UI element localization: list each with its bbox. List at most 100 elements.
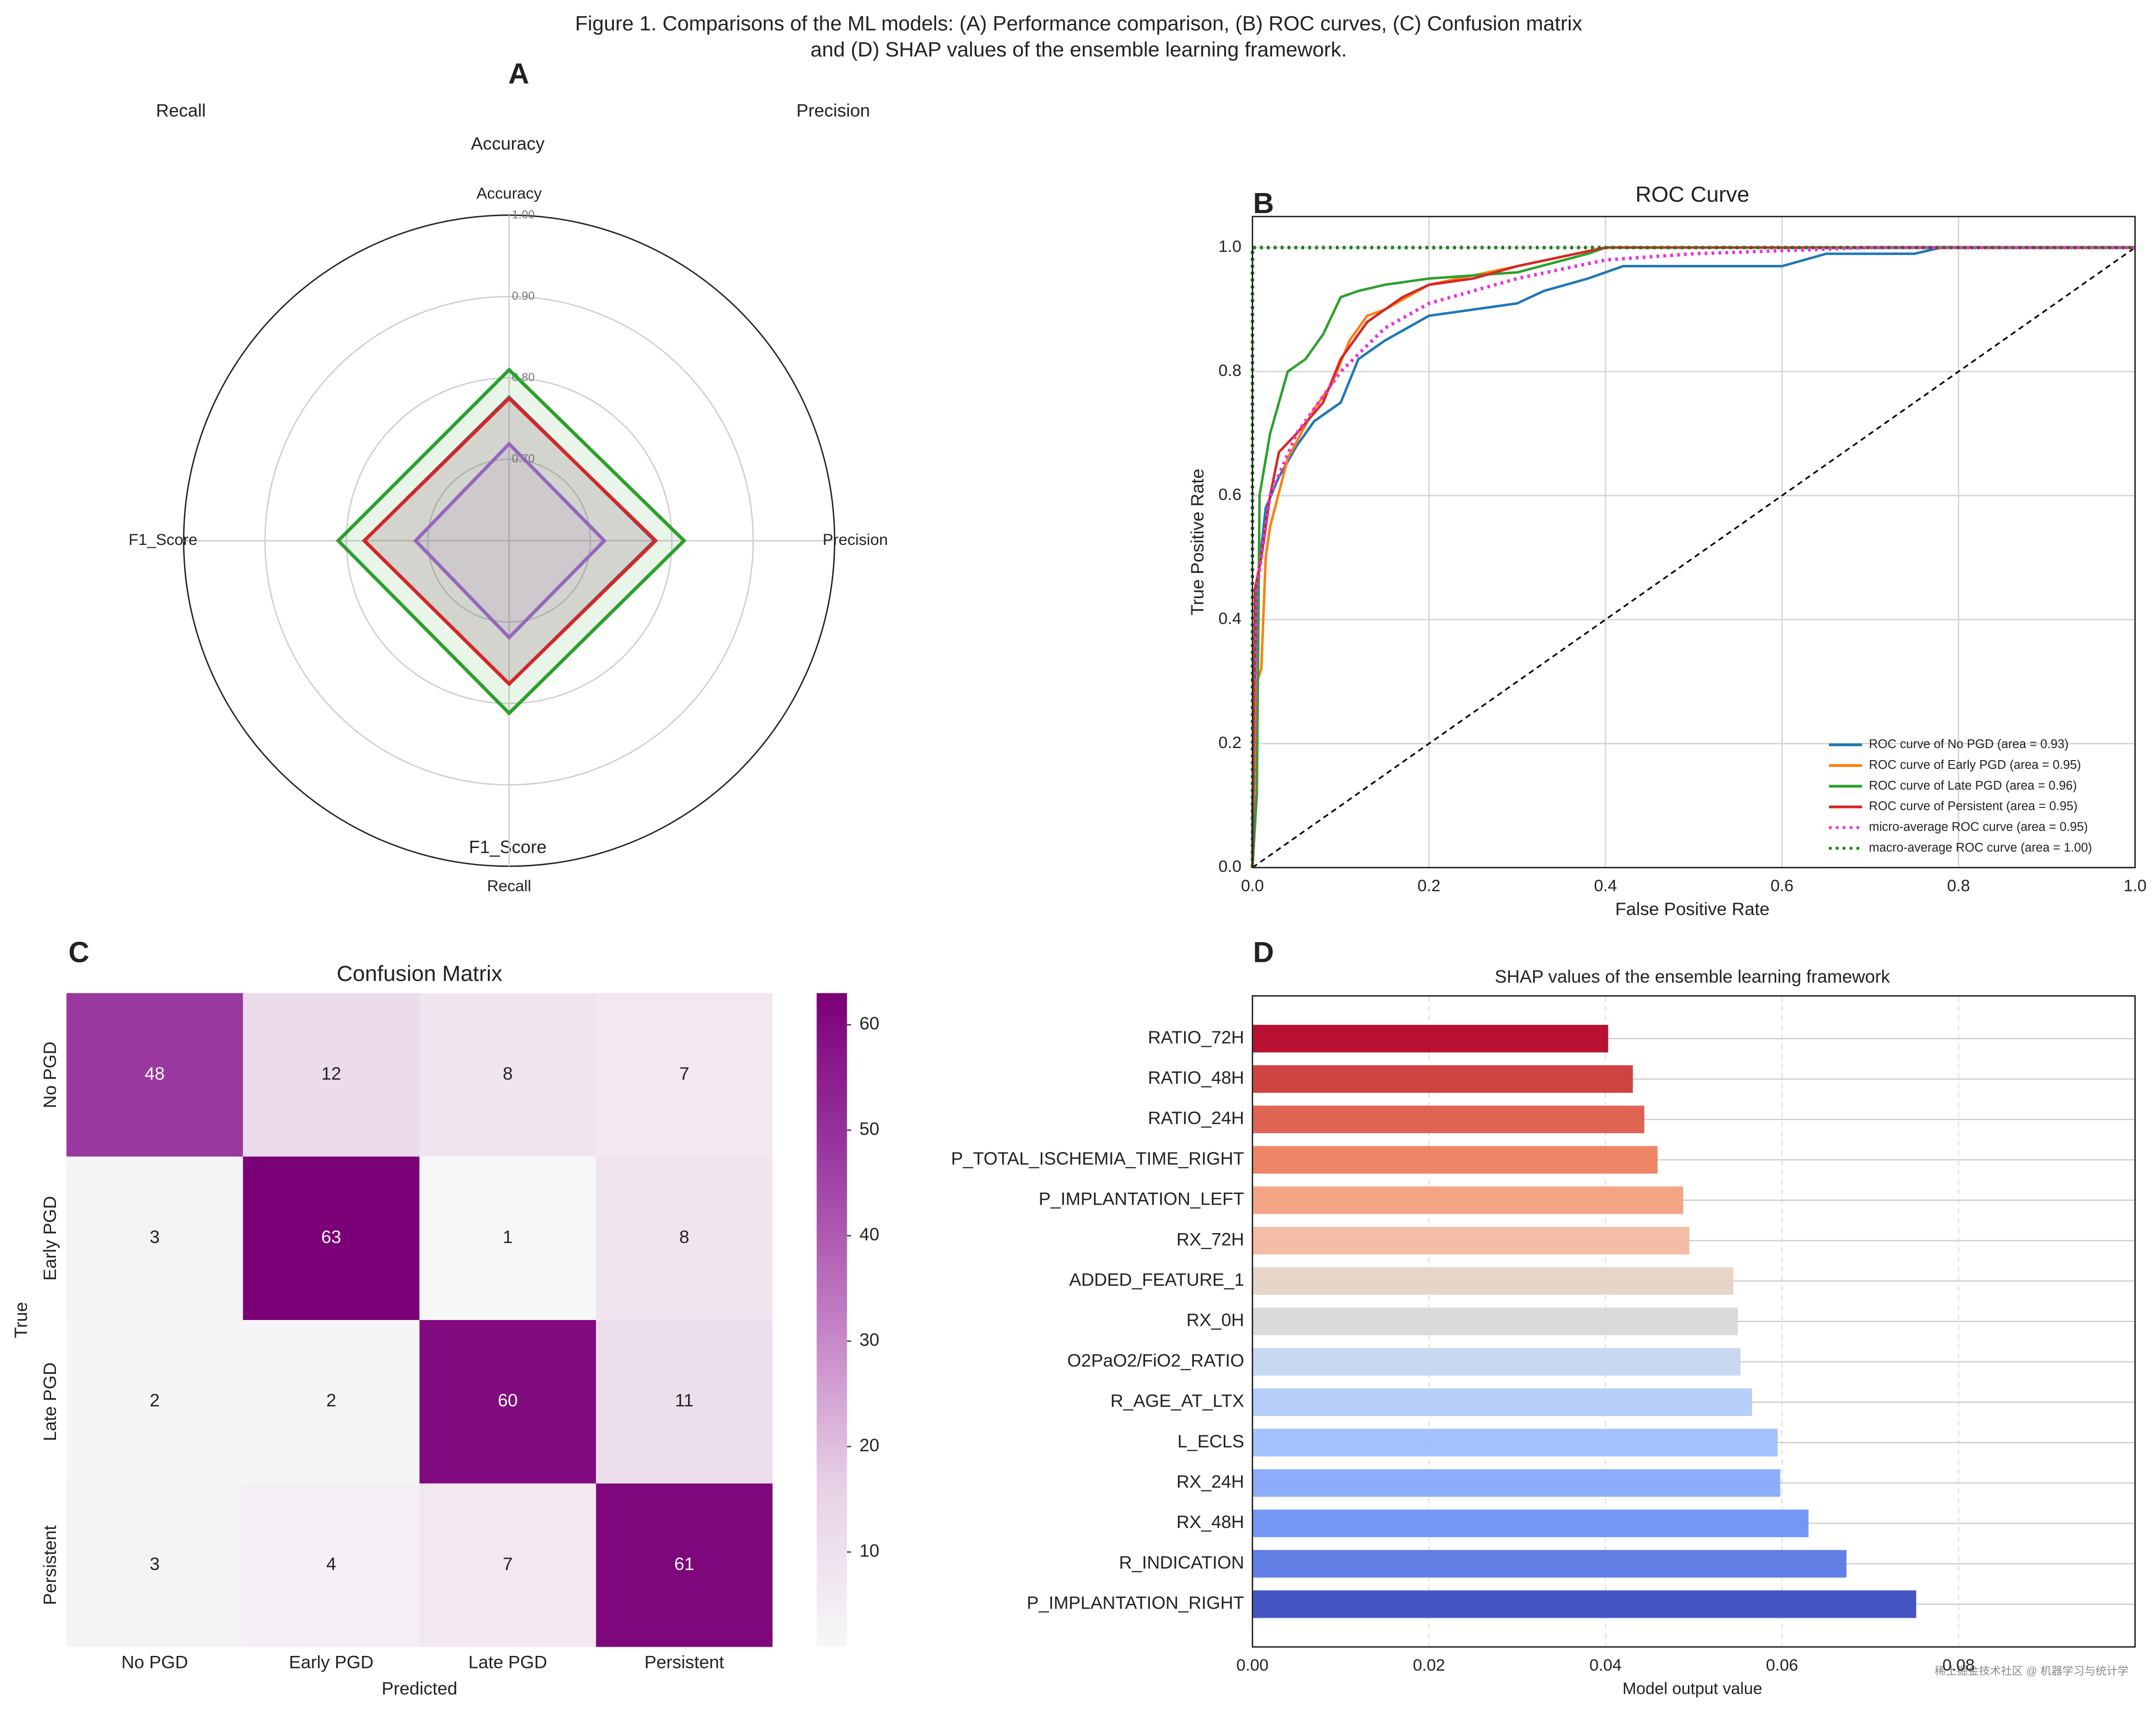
panel-letter: B (1253, 187, 1274, 220)
figure-title: Figure 1. Comparisons of the ML models: … (575, 12, 1582, 35)
x-tick-label: 0.02 (1413, 1656, 1445, 1674)
cell-value: 1 (503, 1227, 513, 1247)
radar-area (413, 441, 607, 640)
figure-title: and (D) SHAP values of the ensemble lear… (811, 38, 1347, 61)
legend-label: ROC curve of Early PGD (area = 0.95) (1869, 758, 2081, 772)
y-tick-label: 0.2 (1218, 734, 1242, 752)
heatmap-cell (419, 1156, 596, 1320)
x-axis-label: Model output value (1622, 1680, 1762, 1698)
axis-label: Precision (823, 530, 888, 548)
panel-letter: C (69, 936, 89, 969)
chart-title: ROC Curve (1635, 182, 1749, 207)
heatmap-cell (596, 1320, 773, 1484)
colorbar-tick-label: 50 (859, 1119, 879, 1139)
bar (1252, 1146, 1658, 1174)
y-tick-label: RX_0H (1187, 1310, 1244, 1330)
heatmap-cell (596, 993, 773, 1157)
y-tick-label: ADDED_FEATURE_1 (1069, 1269, 1244, 1290)
y-tick-label: 0.8 (1218, 361, 1242, 380)
chart-title: SHAP values of the ensemble learning fra… (1495, 966, 1890, 986)
colorbar-tick-label: 60 (859, 1013, 879, 1033)
cell-value: 8 (679, 1227, 690, 1247)
plot-frame (1252, 995, 2136, 1648)
y-tick-label: No PGD (40, 1042, 60, 1108)
bar (1252, 1065, 1633, 1093)
bar (1252, 1550, 1847, 1578)
bar (1252, 1025, 1608, 1053)
cell-value: 60 (498, 1390, 518, 1410)
bar (1252, 1105, 1645, 1134)
heatmap-cell (419, 1483, 596, 1647)
cell-value: 3 (150, 1227, 160, 1247)
axis-label: F1_Score (129, 530, 197, 548)
legend-label: macro-average ROC curve (area = 1.00) (1869, 841, 2092, 854)
y-tick-label: RX_48H (1176, 1512, 1244, 1532)
radar-area (335, 367, 687, 716)
y-tick-label: L_ECLS (1177, 1431, 1244, 1451)
legend-label: ROC curve of Persistent (area = 0.95) (1869, 800, 2077, 813)
bar (1252, 1348, 1741, 1376)
radar-area (361, 396, 658, 687)
x-axis-label: Predicted (382, 1678, 457, 1698)
heatmap-cell (243, 1320, 420, 1484)
y-tick-label: P_IMPLANTATION_LEFT (1039, 1189, 1244, 1209)
y-tick-label: 1.0 (1218, 237, 1242, 256)
heatmap-cell (243, 993, 420, 1157)
cell-value: 11 (675, 1390, 694, 1410)
y-tick-label: Early PGD (40, 1196, 60, 1280)
y-tick-label: RATIO_24H (1148, 1108, 1244, 1128)
cell-value: 8 (503, 1063, 513, 1084)
axis-label: Recall (487, 876, 531, 894)
bar (1252, 1226, 1689, 1255)
cell-value: 7 (679, 1063, 690, 1084)
y-axis-label: True Positive Rate (1187, 469, 1207, 615)
cell-value: 63 (321, 1227, 341, 1247)
legend-label: micro-average ROC curve (area = 0.95) (1869, 820, 2088, 834)
y-tick-label: R_AGE_AT_LTX (1110, 1390, 1244, 1411)
heatmap-cell (419, 1320, 596, 1484)
annotation: F1_Score (469, 836, 547, 857)
bar (1252, 1388, 1752, 1416)
x-tick-label: 0.8 (1947, 877, 1970, 895)
y-tick-label: O2PaO2/FiO2_RATIO (1067, 1350, 1244, 1370)
heatmap-cell (419, 993, 596, 1157)
y-axis-label: True (11, 1302, 31, 1338)
x-tick-label: 1.0 (2124, 877, 2147, 895)
bar (1252, 1186, 1684, 1214)
x-tick-label: Early PGD (289, 1652, 373, 1672)
cell-value: 7 (503, 1554, 513, 1574)
axis-label: Accuracy (477, 184, 542, 202)
x-tick-label: 0.00 (1236, 1656, 1269, 1674)
y-tick-label: Persistent (40, 1525, 60, 1605)
y-tick-label: P_TOTAL_ISCHEMIA_TIME_RIGHT (951, 1148, 1244, 1168)
legend-label: ROC curve of No PGD (area = 0.93) (1869, 737, 2069, 751)
y-tick-label: R_INDICATION (1119, 1552, 1244, 1572)
annotation: Precision (796, 100, 870, 120)
heatmap-cell (596, 1483, 773, 1647)
bar (1252, 1469, 1781, 1497)
roc-line (1250, 246, 2135, 868)
bar (1252, 1307, 1738, 1335)
heatmap-cell (596, 1156, 773, 1320)
annotation: Recall (156, 100, 206, 120)
cell-value: 2 (326, 1390, 336, 1410)
r-tick-label: 0.90 (512, 290, 535, 303)
r-tick-label: 1.00 (512, 208, 535, 221)
bar (1252, 1267, 1734, 1295)
bar (1252, 1590, 1917, 1618)
y-tick-label: RX_72H (1176, 1229, 1244, 1249)
panel-letter: D (1253, 936, 1274, 969)
bar (1252, 1509, 1809, 1537)
y-tick-label: 0.4 (1218, 610, 1242, 628)
y-tick-label: Late PGD (40, 1362, 60, 1441)
cell-value: 12 (321, 1063, 341, 1084)
x-tick-label: 0.6 (1770, 877, 1794, 895)
cell-value: 48 (145, 1063, 165, 1084)
heatmap-cell (66, 1156, 243, 1320)
bar (1252, 1429, 1778, 1457)
x-tick-label: 0.04 (1589, 1656, 1622, 1674)
y-tick-label: 0.0 (1218, 858, 1242, 876)
colorbar-tick-label: 40 (859, 1224, 879, 1244)
